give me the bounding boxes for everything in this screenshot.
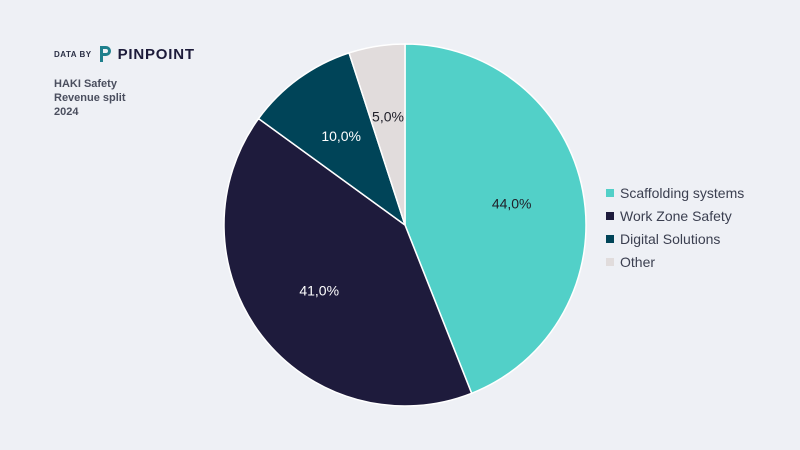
pinpoint-logo-icon [99, 46, 111, 62]
brand-header: DATA BY PINPOINT [54, 44, 195, 64]
pie-slice-work-zone-safety [223, 117, 473, 407]
chart-legend: Scaffolding systems Work Zone Safety Digit… [606, 181, 744, 273]
legend-label: Digital Solutions [620, 230, 721, 247]
data-label-other: 5,0% [372, 108, 404, 124]
legend-swatch [606, 234, 614, 243]
legend-item-other: Other [606, 250, 744, 273]
brand-name: PINPOINT [117, 45, 195, 63]
pie-slice-digital-solutions [257, 51, 407, 227]
legend-swatch [606, 211, 614, 220]
chart-title-line-1: HAKI Safety [54, 78, 117, 90]
legend-swatch [606, 188, 614, 197]
chart-title-line-3: 2024 [54, 106, 79, 118]
chart-title-line-2: Revenue split [54, 92, 126, 104]
data-label-scaffolding-systems: 44,0% [492, 195, 532, 211]
legend-item-scaffolding-systems: Scaffolding systems [606, 181, 744, 204]
legend-label: Other [620, 253, 656, 270]
legend-label: Work Zone Safety [620, 207, 732, 224]
data-label-digital-solutions: 10,0% [321, 128, 361, 144]
legend-swatch [606, 257, 614, 266]
pie-slice-scaffolding-systems [404, 43, 587, 395]
chart-title: HAKI Safety Revenue split 2024 [54, 77, 126, 119]
pie-slice-other [348, 43, 406, 226]
legend-item-work-zone-safety: Work Zone Safety [606, 204, 744, 227]
legend-item-digital-solutions: Digital Solutions [606, 227, 744, 250]
legend-label: Scaffolding systems [620, 184, 745, 201]
data-label-work-zone-safety: 41,0% [299, 282, 339, 298]
brand-prefix: DATA BY [54, 49, 92, 59]
